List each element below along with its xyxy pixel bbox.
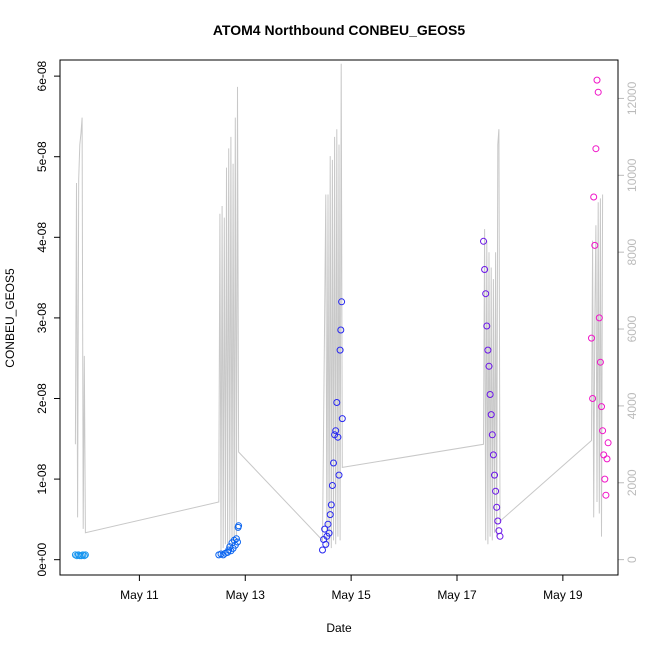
data-point [326,511,334,519]
data-point [491,471,498,479]
y-tick-label: 0e+00 [35,543,49,577]
y2-tick-label: 6000 [625,315,639,342]
data-point [601,475,609,483]
data-point [593,76,601,84]
data-point [485,362,493,370]
data-point [230,536,238,544]
data-point [592,145,600,153]
data-point [333,399,341,406]
data-point [482,290,490,298]
altitude-line [74,63,604,552]
data-point [332,427,340,435]
data-point [588,334,595,342]
y2-tick-label: 2000 [625,469,639,496]
data-point [319,546,326,554]
data-point [227,547,235,555]
data-point [328,482,336,489]
data-point [81,551,89,559]
data-point [324,520,332,528]
y-tick-label: 4e-08 [35,222,49,253]
data-point [598,403,605,411]
plot-frame [59,59,619,576]
data-point [486,391,494,398]
y-axis-label: CONBEU_GEOS5 [3,268,17,368]
data-point [589,395,597,402]
y2-tick-label: 10000 [625,158,639,192]
data-point [338,298,346,306]
y2-tick-label: 4000 [625,392,639,419]
axes-layer: May 11 May 13 May 15 May 17 May 19 0e+00 1e-08… [35,60,639,602]
x-tick-label: May 11 [120,588,159,602]
data-point [336,346,344,354]
data-point [496,532,504,540]
data-point [489,451,497,459]
data-point [483,322,491,330]
data-point [594,88,602,96]
data-point [335,471,343,479]
y2-tick-label: 12000 [625,81,639,115]
x-tick-label: May 19 [543,588,583,602]
y-tick-label: 6e-08 [35,60,49,91]
data-point [330,459,337,467]
chart-title: ATOM4 Northbound CONBEU_GEOS5 [213,22,465,38]
data-point [602,491,610,499]
y2-tick-label: 0 [625,556,639,563]
x-tick-label: May 13 [226,588,266,602]
data-point [604,439,612,447]
data-point [334,433,342,441]
y2-tick-label: 8000 [625,238,639,265]
x-axis-label: Date [326,621,352,635]
data-point [232,535,240,543]
y-tick-label: 1e-08 [35,463,49,494]
data-point [325,529,333,537]
data-point [234,538,241,546]
altitude-line-layer [74,63,604,552]
data-point [595,314,603,322]
data-point [235,522,243,530]
data-point [321,525,329,533]
data-point [494,517,502,525]
data-point [481,266,489,273]
series-5 [588,76,612,499]
data-point [492,487,500,495]
y-tick-label: 2e-08 [35,383,49,414]
series-1 [71,551,89,560]
data-point [322,540,330,548]
data-point [599,427,607,435]
data-point [337,326,345,334]
data-point [80,552,88,560]
y-tick-label: 3e-08 [35,302,49,333]
data-point [338,415,346,423]
data-point [596,358,604,366]
y-tick-label: 5e-08 [35,141,49,172]
x-tick-label: May 17 [437,588,477,602]
data-point [487,411,495,419]
data-point [488,431,496,439]
data-point [480,237,487,245]
data-points-layer [71,76,612,560]
data-point [327,501,335,509]
series-2 [215,522,243,559]
data-point [603,455,611,463]
data-point [591,241,599,249]
data-point [493,503,501,511]
x-tick-label: May 15 [331,588,371,602]
data-point [484,346,492,354]
data-point [590,193,598,201]
series-3 [319,298,346,554]
series-4 [480,237,504,540]
